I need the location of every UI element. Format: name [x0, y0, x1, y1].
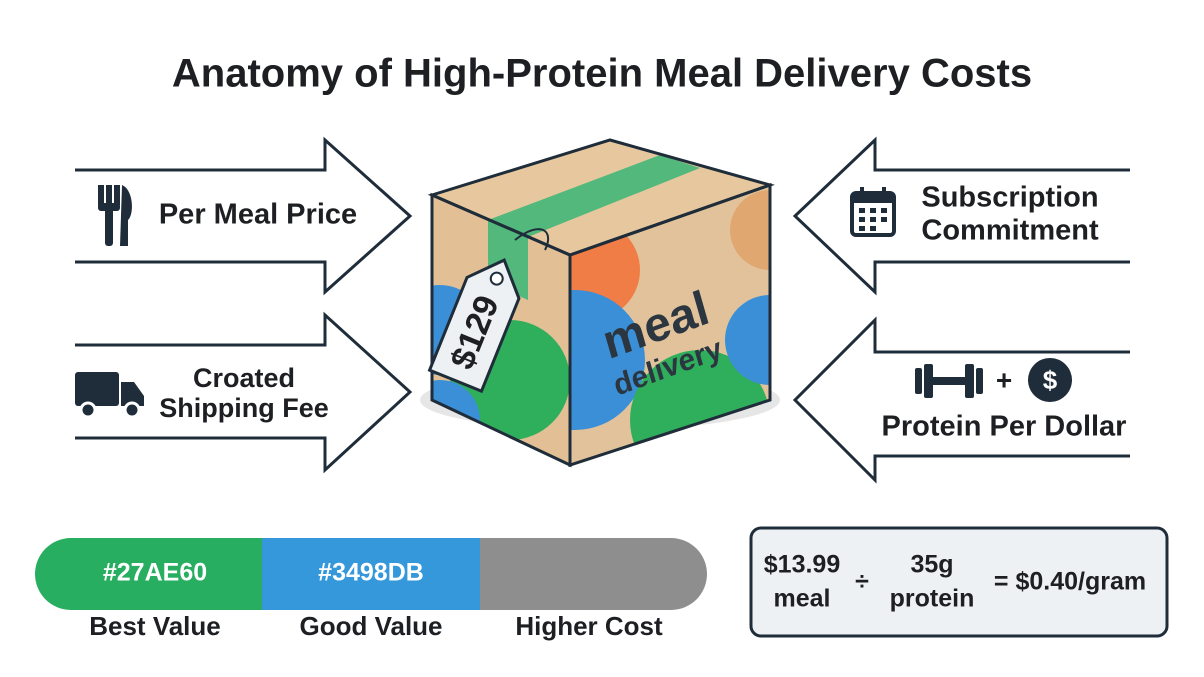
segment-label: #27AE60 [103, 559, 207, 587]
formula-text: 35g [910, 551, 953, 579]
factor-label: Croated [193, 363, 295, 393]
title: Anatomy of High-Protein Meal Delivery Co… [172, 52, 1032, 96]
scale-segment [262, 538, 480, 610]
scale-segment [480, 538, 707, 610]
formula-text: meal [774, 585, 831, 613]
formula-text: protein [890, 585, 975, 613]
factor-label: Per Meal Price [159, 199, 357, 231]
value-scale [35, 538, 707, 610]
formula-text: $13.99 [764, 551, 840, 579]
calendar-icon [850, 187, 896, 237]
formula-box [749, 526, 1169, 638]
arrow [792, 316, 1130, 484]
dollar-icon: $ [1028, 358, 1072, 402]
scale-segment [35, 538, 262, 610]
segment-caption: Higher Cost [515, 611, 663, 641]
utensils-icon [98, 185, 132, 246]
truck-icon [75, 372, 144, 419]
factor-label: Protein Per Dollar [882, 411, 1127, 443]
segment-label: #3498DB [318, 559, 424, 587]
arrow [75, 311, 413, 474]
factor-label: Subscription [921, 182, 1098, 214]
factor-label: + [996, 364, 1012, 395]
factor-label: Shipping Fee [159, 393, 329, 423]
arrow [792, 136, 1130, 296]
formula-text: ÷ [855, 568, 869, 596]
segment-caption: Good Value [299, 611, 442, 641]
segment-caption: Best Value [89, 611, 221, 641]
arrow [75, 136, 413, 296]
factor-label: Commitment [921, 215, 1099, 247]
dumbbell-icon [915, 364, 983, 398]
formula-text: = $0.40/gram [994, 568, 1146, 596]
svg-text:$: $ [1043, 365, 1058, 395]
